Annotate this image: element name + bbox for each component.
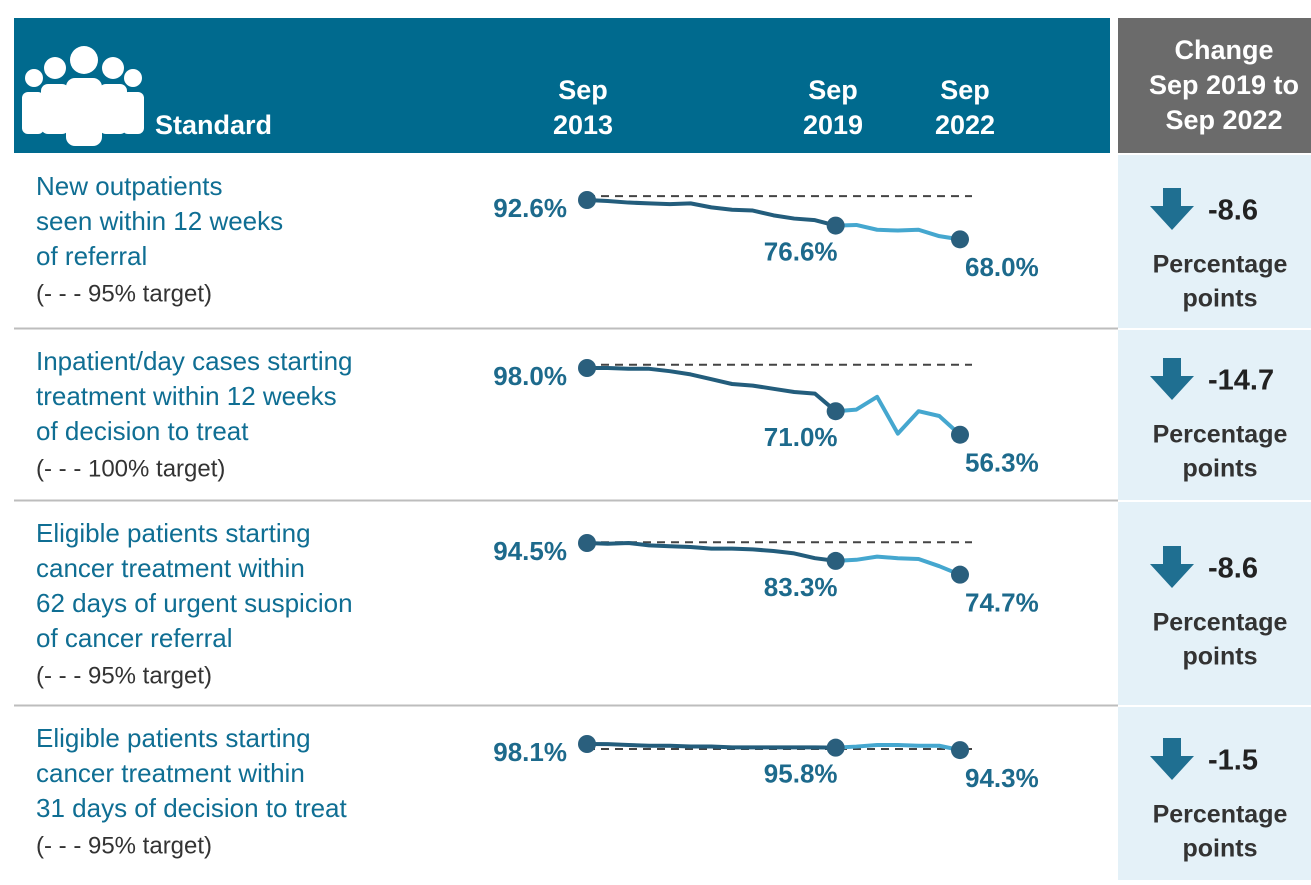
point-dot xyxy=(826,738,845,757)
row-label: of referral xyxy=(36,241,147,271)
trend-line xyxy=(835,394,962,437)
row-label: cancer treatment within xyxy=(36,758,305,788)
down-arrow xyxy=(1150,188,1194,230)
trend-line xyxy=(586,198,837,228)
point-dot xyxy=(826,216,845,235)
point-label: 92.6% xyxy=(493,193,567,223)
point-dot xyxy=(578,359,596,377)
change-panel xyxy=(1118,502,1311,705)
header-year: 2013 xyxy=(553,110,613,140)
header-standard: Standard xyxy=(155,110,272,140)
point-label: 74.7% xyxy=(965,588,1039,618)
point-dot xyxy=(951,741,969,760)
target-note: (- - - 95% target) xyxy=(36,662,212,689)
row-label: New outpatients xyxy=(36,171,222,201)
header-month: Sep xyxy=(808,75,858,105)
point-label: 94.5% xyxy=(493,536,567,566)
change-unit: points xyxy=(1183,455,1258,483)
target-note: (- - - 100% target) xyxy=(36,455,225,482)
trend-line xyxy=(835,742,961,753)
trend-line xyxy=(835,222,961,242)
row-label: seen within 12 weeks xyxy=(36,206,283,236)
row-label: Eligible patients starting xyxy=(36,723,311,753)
row-label: 31 days of decision to treat xyxy=(36,793,348,823)
row-label: cancer treatment within xyxy=(36,553,305,583)
point-dot xyxy=(951,425,969,444)
row-label: of cancer referral xyxy=(36,623,233,653)
down-arrow xyxy=(1150,546,1194,588)
change-value: -14.7 xyxy=(1208,365,1274,397)
point-label: 83.3% xyxy=(764,572,838,602)
header-month: Sep xyxy=(940,75,990,105)
change-header: Change xyxy=(1174,35,1273,65)
change-panel xyxy=(1118,155,1311,328)
change-header: Sep 2022 xyxy=(1165,105,1282,135)
change-unit: Percentage xyxy=(1153,251,1288,279)
target-note: (- - - 95% target) xyxy=(36,832,212,859)
point-label: 95.8% xyxy=(764,759,838,789)
down-arrow xyxy=(1150,358,1194,400)
row-label: Eligible patients starting xyxy=(36,518,311,548)
header-band xyxy=(14,18,1110,153)
change-panel xyxy=(1118,330,1311,500)
change-unit: Percentage xyxy=(1153,609,1288,637)
change-unit: Percentage xyxy=(1153,421,1288,449)
down-arrow xyxy=(1150,738,1194,780)
point-label: 76.6% xyxy=(764,236,838,266)
point-dot xyxy=(578,735,596,753)
change-unit: points xyxy=(1183,643,1258,671)
change-panel xyxy=(1118,707,1311,880)
change-unit: points xyxy=(1183,835,1258,863)
point-label: 94.3% xyxy=(965,763,1039,793)
change-value: -8.6 xyxy=(1208,195,1258,227)
change-unit: points xyxy=(1183,285,1258,313)
change-value: -8.6 xyxy=(1208,553,1258,585)
point-label: 98.1% xyxy=(493,737,567,767)
people-icon xyxy=(22,46,144,146)
point-dot xyxy=(826,402,845,421)
change-value: -1.5 xyxy=(1208,745,1258,777)
point-dot xyxy=(578,534,596,552)
point-label: 68.0% xyxy=(965,252,1039,282)
point-label: 56.3% xyxy=(965,448,1039,478)
trend-line xyxy=(587,366,837,413)
change-unit: Percentage xyxy=(1153,801,1288,829)
target-note: (- - - 95% target) xyxy=(36,280,212,307)
point-label: 98.0% xyxy=(493,361,567,391)
point-dot xyxy=(578,191,596,209)
row-label: of decision to treat xyxy=(36,416,249,446)
point-dot xyxy=(951,230,969,249)
trend-line xyxy=(586,742,836,750)
row-label: 62 days of urgent suspicion xyxy=(36,588,353,618)
point-label: 71.0% xyxy=(764,422,838,452)
header-month: Sep xyxy=(558,75,608,105)
point-dot xyxy=(826,551,845,570)
trend-line xyxy=(586,541,836,563)
trend-line xyxy=(835,554,961,577)
row-label: treatment within 12 weeks xyxy=(36,381,337,411)
point-dot xyxy=(951,565,969,584)
header-year: 2022 xyxy=(935,110,995,140)
row-label: Inpatient/day cases starting xyxy=(36,346,353,376)
change-header: Sep 2019 to xyxy=(1149,70,1299,100)
change-header-band xyxy=(1118,18,1311,153)
header-year: 2019 xyxy=(803,110,863,140)
